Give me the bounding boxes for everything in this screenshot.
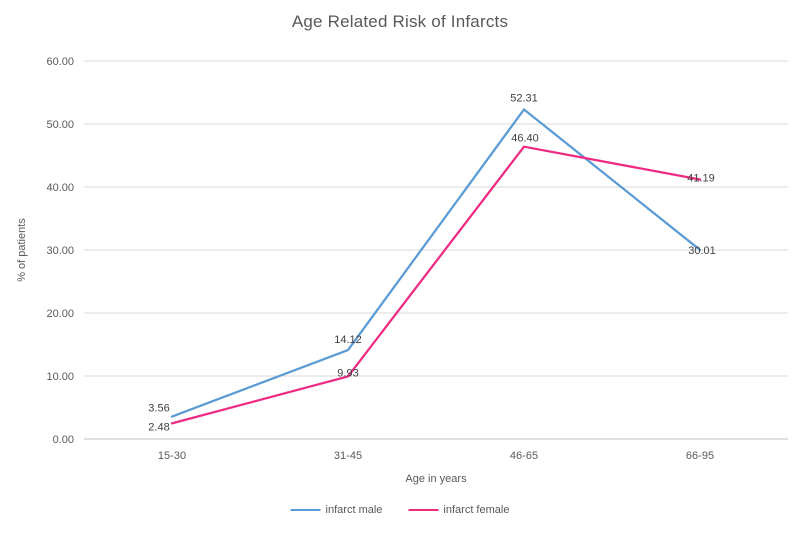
data-label: 2.48 [148,421,169,433]
y-axis-tick-label: 30.00 [46,245,74,257]
series-line-infarct-male [170,108,702,418]
y-axis-tick-label: 40.00 [46,182,74,194]
chart-legend: infarct male infarct female [290,504,509,516]
legend-line-swatch [408,509,439,511]
legend-label: infarct male [325,504,383,516]
data-label: 9.93 [337,367,358,379]
data-label: 14.12 [334,334,362,346]
data-label: 3.56 [148,403,169,415]
y-axis-tick-label: 20.00 [46,308,74,320]
y-axis-tick-label: 50.00 [46,119,74,131]
chart-title: Age Related Risk of Infarcts [291,12,509,31]
data-label: 52.31 [510,92,538,104]
data-label: 41.19 [687,173,715,185]
x-axis-tick-label: 66-95 [686,450,714,462]
x-axis-tick-label: 15-30 [158,450,186,462]
y-axis-tick-label: 60.00 [46,56,74,68]
y-axis-tick-label: 10.00 [46,371,74,383]
legend-label: infarct female [443,504,510,516]
y-axis-tick-label: 0.00 [53,434,74,446]
data-label: 46.40 [511,133,539,145]
legend-line-swatch [290,509,321,511]
data-label: 30.01 [688,245,716,257]
x-axis-tick-label: 46-65 [510,450,538,462]
x-axis-title: Age in years [405,473,467,485]
legend-item-infarct-male: infarct male [290,504,383,516]
y-axis-title: % of patients [16,218,28,282]
x-axis-tick-label: 31-45 [334,450,362,462]
series-line-infarct-female [170,145,702,425]
legend-item-infarct-female: infarct female [408,504,509,516]
